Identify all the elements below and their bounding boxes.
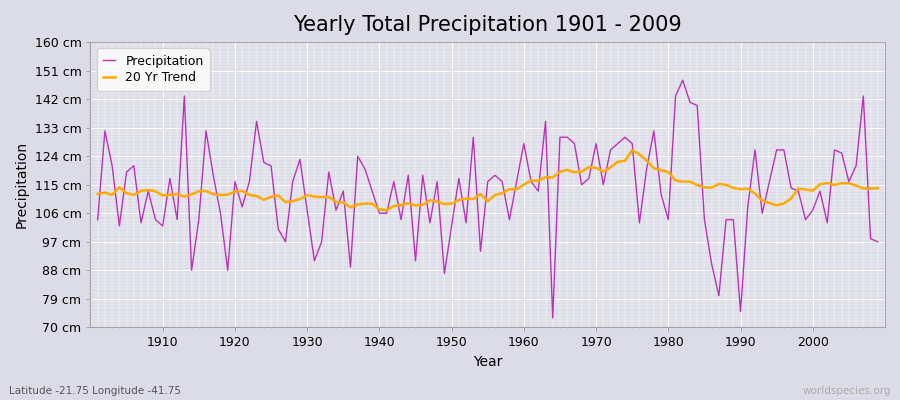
Text: worldspecies.org: worldspecies.org xyxy=(803,386,891,396)
20 Yr Trend xyxy=(526,178,536,183)
Y-axis label: Precipitation: Precipitation xyxy=(15,141,29,228)
Precipitation xyxy=(150,217,161,222)
20 Yr Trend xyxy=(626,148,637,153)
Line: 20 Yr Trend: 20 Yr Trend xyxy=(98,150,878,210)
Precipitation xyxy=(352,154,363,159)
Line: Precipitation: Precipitation xyxy=(98,80,878,318)
20 Yr Trend xyxy=(872,186,883,191)
Precipitation xyxy=(612,141,623,146)
Text: Latitude -21.75 Longitude -41.75: Latitude -21.75 Longitude -41.75 xyxy=(9,386,181,396)
Precipitation xyxy=(518,141,529,146)
20 Yr Trend xyxy=(150,189,161,194)
Precipitation xyxy=(872,240,883,244)
20 Yr Trend xyxy=(518,182,529,187)
X-axis label: Year: Year xyxy=(473,355,502,369)
20 Yr Trend xyxy=(309,194,320,199)
Precipitation xyxy=(511,179,522,184)
20 Yr Trend xyxy=(93,192,104,196)
Precipitation xyxy=(547,316,558,320)
20 Yr Trend xyxy=(382,208,392,212)
Precipitation xyxy=(309,258,320,263)
Precipitation xyxy=(678,78,688,82)
Legend: Precipitation, 20 Yr Trend: Precipitation, 20 Yr Trend xyxy=(96,48,210,91)
Title: Yearly Total Precipitation 1901 - 2009: Yearly Total Precipitation 1901 - 2009 xyxy=(293,15,682,35)
20 Yr Trend xyxy=(612,159,623,164)
20 Yr Trend xyxy=(352,202,363,207)
Precipitation xyxy=(93,217,104,222)
